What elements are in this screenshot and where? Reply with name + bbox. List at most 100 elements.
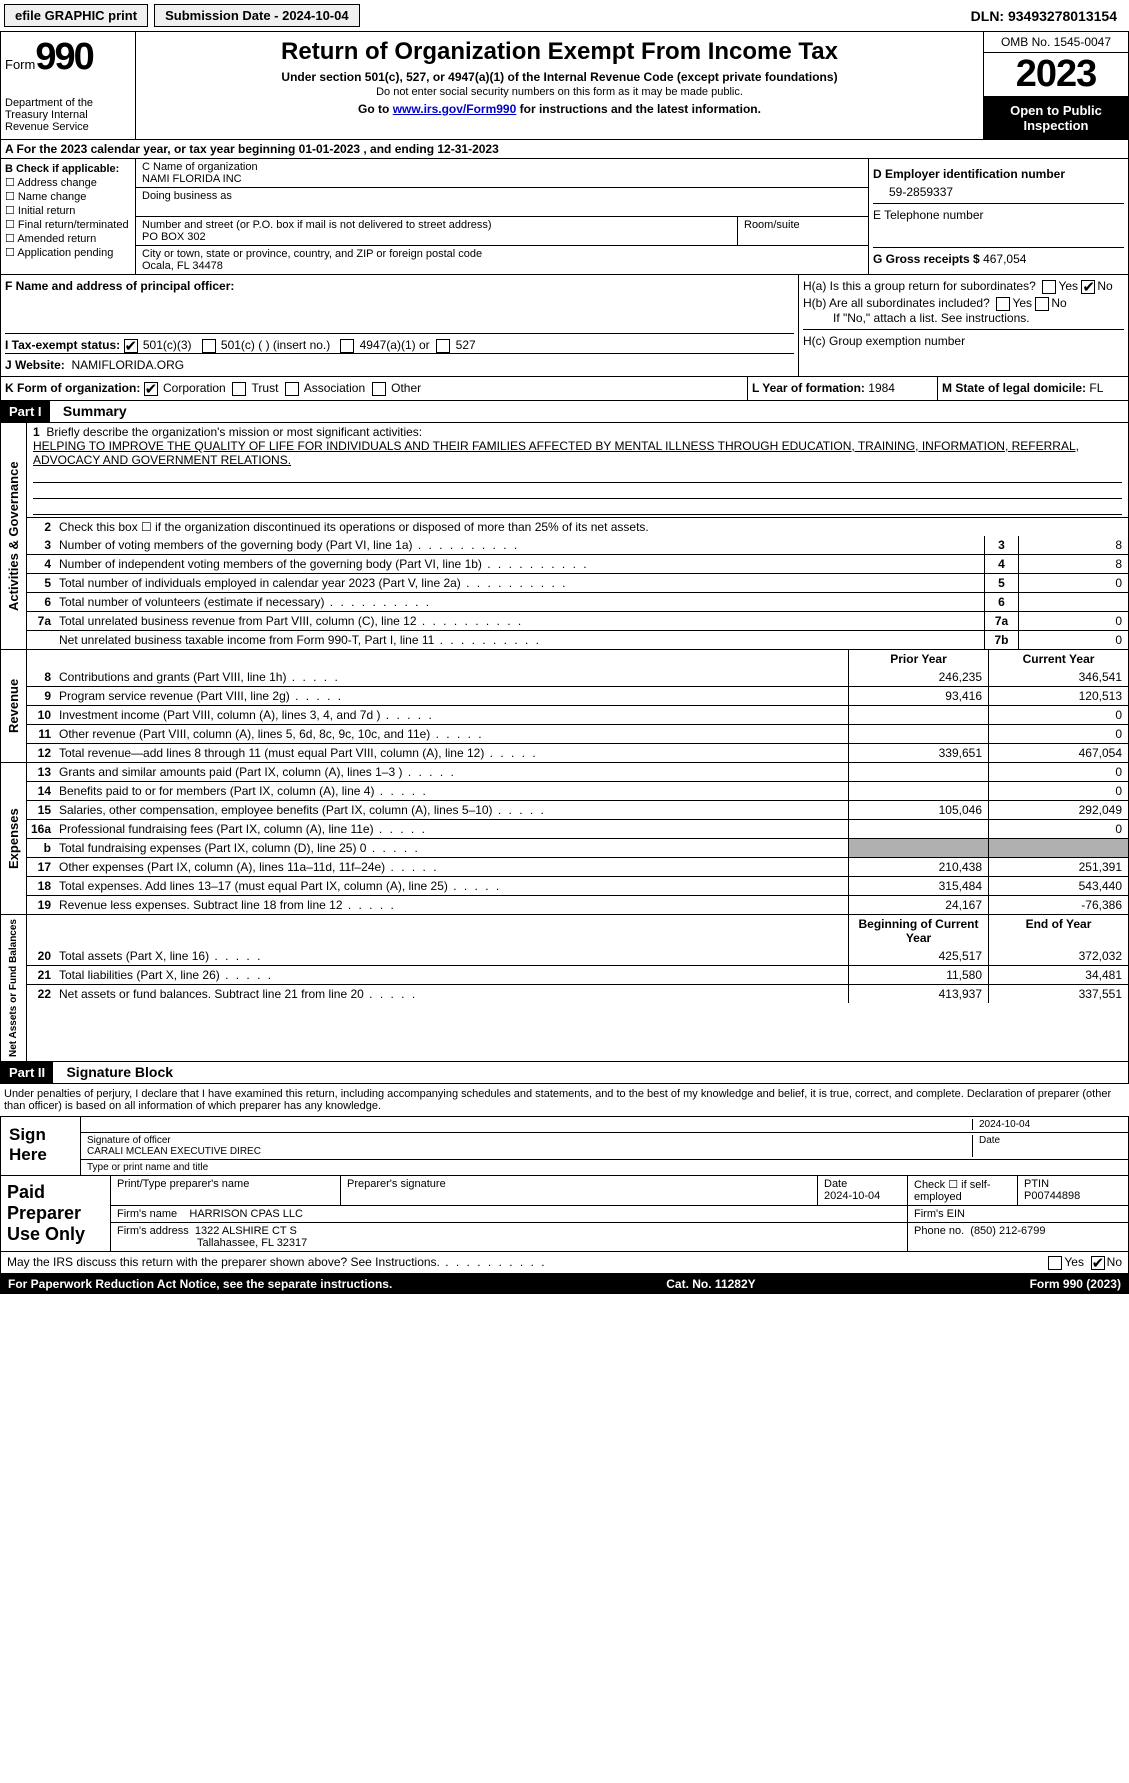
line1-label: Briefly describe the organization's miss… [46, 425, 422, 439]
summary-row: 17Other expenses (Part IX, column (A), l… [27, 857, 1128, 876]
line1-num: 1 [33, 425, 40, 439]
chk-name-change[interactable]: Name change [5, 190, 131, 203]
sig-date: 2024-10-04 [972, 1119, 1122, 1130]
sig-date-label: Date [972, 1135, 1122, 1157]
chk-assoc[interactable] [285, 382, 299, 396]
summary-row: 12Total revenue—add lines 8 through 11 (… [27, 743, 1128, 762]
org-name: NAMI FLORIDA INC [142, 173, 862, 185]
form-title: Return of Organization Exempt From Incom… [142, 38, 977, 66]
opt-4947: 4947(a)(1) or [360, 338, 430, 352]
dept-treasury: Department of the Treasury Internal Reve… [5, 97, 131, 133]
hb-no[interactable] [1035, 297, 1049, 311]
summary-row: 9Program service revenue (Part VIII, lin… [27, 686, 1128, 705]
perjury-declaration: Under penalties of perjury, I declare th… [0, 1084, 1129, 1116]
ein-label: D Employer identification number [873, 167, 1124, 181]
vlabel-ag: Activities & Governance [1, 423, 27, 649]
summary-row: 22Net assets or fund balances. Subtract … [27, 984, 1128, 1003]
cat-no: Cat. No. 11282Y [666, 1277, 755, 1291]
discuss-yes[interactable] [1048, 1256, 1062, 1270]
summary-row: 20Total assets (Part X, line 16)425,5173… [27, 947, 1128, 965]
box-k: K Form of organization: Corporation Trus… [1, 377, 748, 400]
no-label: No [1097, 279, 1112, 293]
form-subtitle: Under section 501(c), 527, or 4947(a)(1)… [142, 70, 977, 84]
chk-501c3[interactable] [124, 339, 138, 353]
part2-bar: Part II Signature Block [0, 1062, 1129, 1084]
hb-label: H(b) Are all subordinates included? Yes … [803, 296, 1124, 311]
revenue-section: Revenue Prior Year Current Year 8Contrib… [0, 650, 1129, 763]
sig-name-label: Type or print name and title [87, 1162, 208, 1173]
tax-year: 2023 [984, 53, 1128, 97]
summary-row: 14Benefits paid to or for members (Part … [27, 781, 1128, 800]
irs-link[interactable]: www.irs.gov/Form990 [393, 102, 517, 116]
preparer-block: Paid Preparer Use Only Print/Type prepar… [0, 1176, 1129, 1252]
current-year-hdr: Current Year [988, 650, 1128, 668]
addr-value: PO BOX 302 [142, 231, 731, 243]
chk-trust[interactable] [232, 382, 246, 396]
summary-row: 5Total number of individuals employed in… [27, 573, 1128, 592]
prep-print-label: Print/Type preparer's name [111, 1176, 341, 1205]
firm-name: HARRISON CPAS LLC [189, 1208, 303, 1220]
chk-other[interactable] [372, 382, 386, 396]
chk-initial-return[interactable]: Initial return [5, 204, 131, 217]
discuss-row: May the IRS discuss this return with the… [0, 1252, 1129, 1274]
part1-num: Part I [1, 401, 50, 422]
submission-date-button[interactable]: Submission Date - 2024-10-04 [154, 4, 360, 27]
opt-assoc: Association [304, 381, 365, 395]
sign-here-label: Sign Here [1, 1117, 81, 1175]
summary-row: 19Revenue less expenses. Subtract line 1… [27, 895, 1128, 914]
summary-row: 15Salaries, other compensation, employee… [27, 800, 1128, 819]
box-h: H(a) Is this a group return for subordin… [798, 275, 1128, 376]
part1-bar: Part I Summary [0, 401, 1129, 423]
summary-row: bTotal fundraising expenses (Part IX, co… [27, 838, 1128, 857]
ptin-label: PTIN [1024, 1178, 1049, 1190]
chk-4947[interactable] [340, 339, 354, 353]
fh-row: F Name and address of principal officer:… [0, 275, 1129, 377]
section-a: A For the 2023 calendar year, or tax yea… [0, 140, 1129, 159]
chk-address-change[interactable]: Address change [5, 176, 131, 189]
firm-name-label: Firm's name [117, 1208, 177, 1220]
chk-amended-return[interactable]: Amended return [5, 232, 131, 245]
topbar: efile GRAPHIC print Submission Date - 20… [0, 0, 1129, 32]
chk-corp[interactable] [144, 382, 158, 396]
mission-text: HELPING TO IMPROVE THE QUALITY OF LIFE F… [33, 439, 1079, 467]
box-b-label: B Check if applicable: [5, 163, 131, 175]
chk-527[interactable] [436, 339, 450, 353]
box-d: D Employer identification number 59-2859… [868, 159, 1128, 274]
form-footer: Form 990 (2023) [1030, 1277, 1121, 1291]
chk-application-pending[interactable]: Application pending [5, 246, 131, 259]
line2-text: Check this box ☐ if the organization dis… [55, 518, 1128, 536]
discuss-text: May the IRS discuss this return with the… [7, 1255, 547, 1270]
discuss-no[interactable] [1091, 1256, 1105, 1270]
ha-yes[interactable] [1042, 280, 1056, 294]
form-ssn-note: Do not enter social security numbers on … [142, 86, 977, 98]
dln-label: DLN: 93493278013154 [971, 8, 1125, 24]
no-label2: No [1051, 296, 1066, 310]
firm-ein-label: Firm's EIN [908, 1206, 1128, 1222]
sig-officer-name: CARALI MCLEAN EXECUTIVE DIREC [87, 1146, 972, 1157]
header-right: OMB No. 1545-0047 2023 Open to Public In… [983, 32, 1128, 139]
vlabel-rev: Revenue [1, 650, 27, 762]
gross-label: G Gross receipts $ [873, 252, 980, 266]
hb-yes[interactable] [996, 297, 1010, 311]
line2: 2 Check this box ☐ if the organization d… [27, 517, 1128, 536]
preparer-label: Paid Preparer Use Only [1, 1176, 111, 1251]
header-mid: Return of Organization Exempt From Incom… [136, 32, 983, 139]
opt-trust: Trust [252, 381, 279, 395]
ha-label: H(a) Is this a group return for subordin… [803, 279, 1124, 294]
summary-row: 16aProfessional fundraising fees (Part I… [27, 819, 1128, 838]
box-l: L Year of formation: 1984 [748, 377, 938, 400]
box-c: C Name of organization NAMI FLORIDA INC … [136, 159, 868, 274]
opt-other: Other [391, 381, 421, 395]
na-header: Beginning of Current Year End of Year [27, 915, 1128, 947]
summary-row: 21Total liabilities (Part X, line 26)11,… [27, 965, 1128, 984]
efile-print-button[interactable]: efile GRAPHIC print [4, 4, 148, 27]
chk-501c[interactable] [202, 339, 216, 353]
ha-no[interactable] [1081, 280, 1095, 294]
chk-final-return[interactable]: Final return/terminated [5, 218, 131, 231]
firm-addr: 1322 ALSHIRE CT S [195, 1225, 297, 1237]
year-formation: 1984 [868, 381, 895, 395]
net-assets-section: Net Assets or Fund Balances Beginning of… [0, 915, 1129, 1062]
yes-label2: Yes [1012, 296, 1032, 310]
city-value: Ocala, FL 34478 [142, 260, 862, 272]
org-name-label: C Name of organization [142, 161, 862, 173]
